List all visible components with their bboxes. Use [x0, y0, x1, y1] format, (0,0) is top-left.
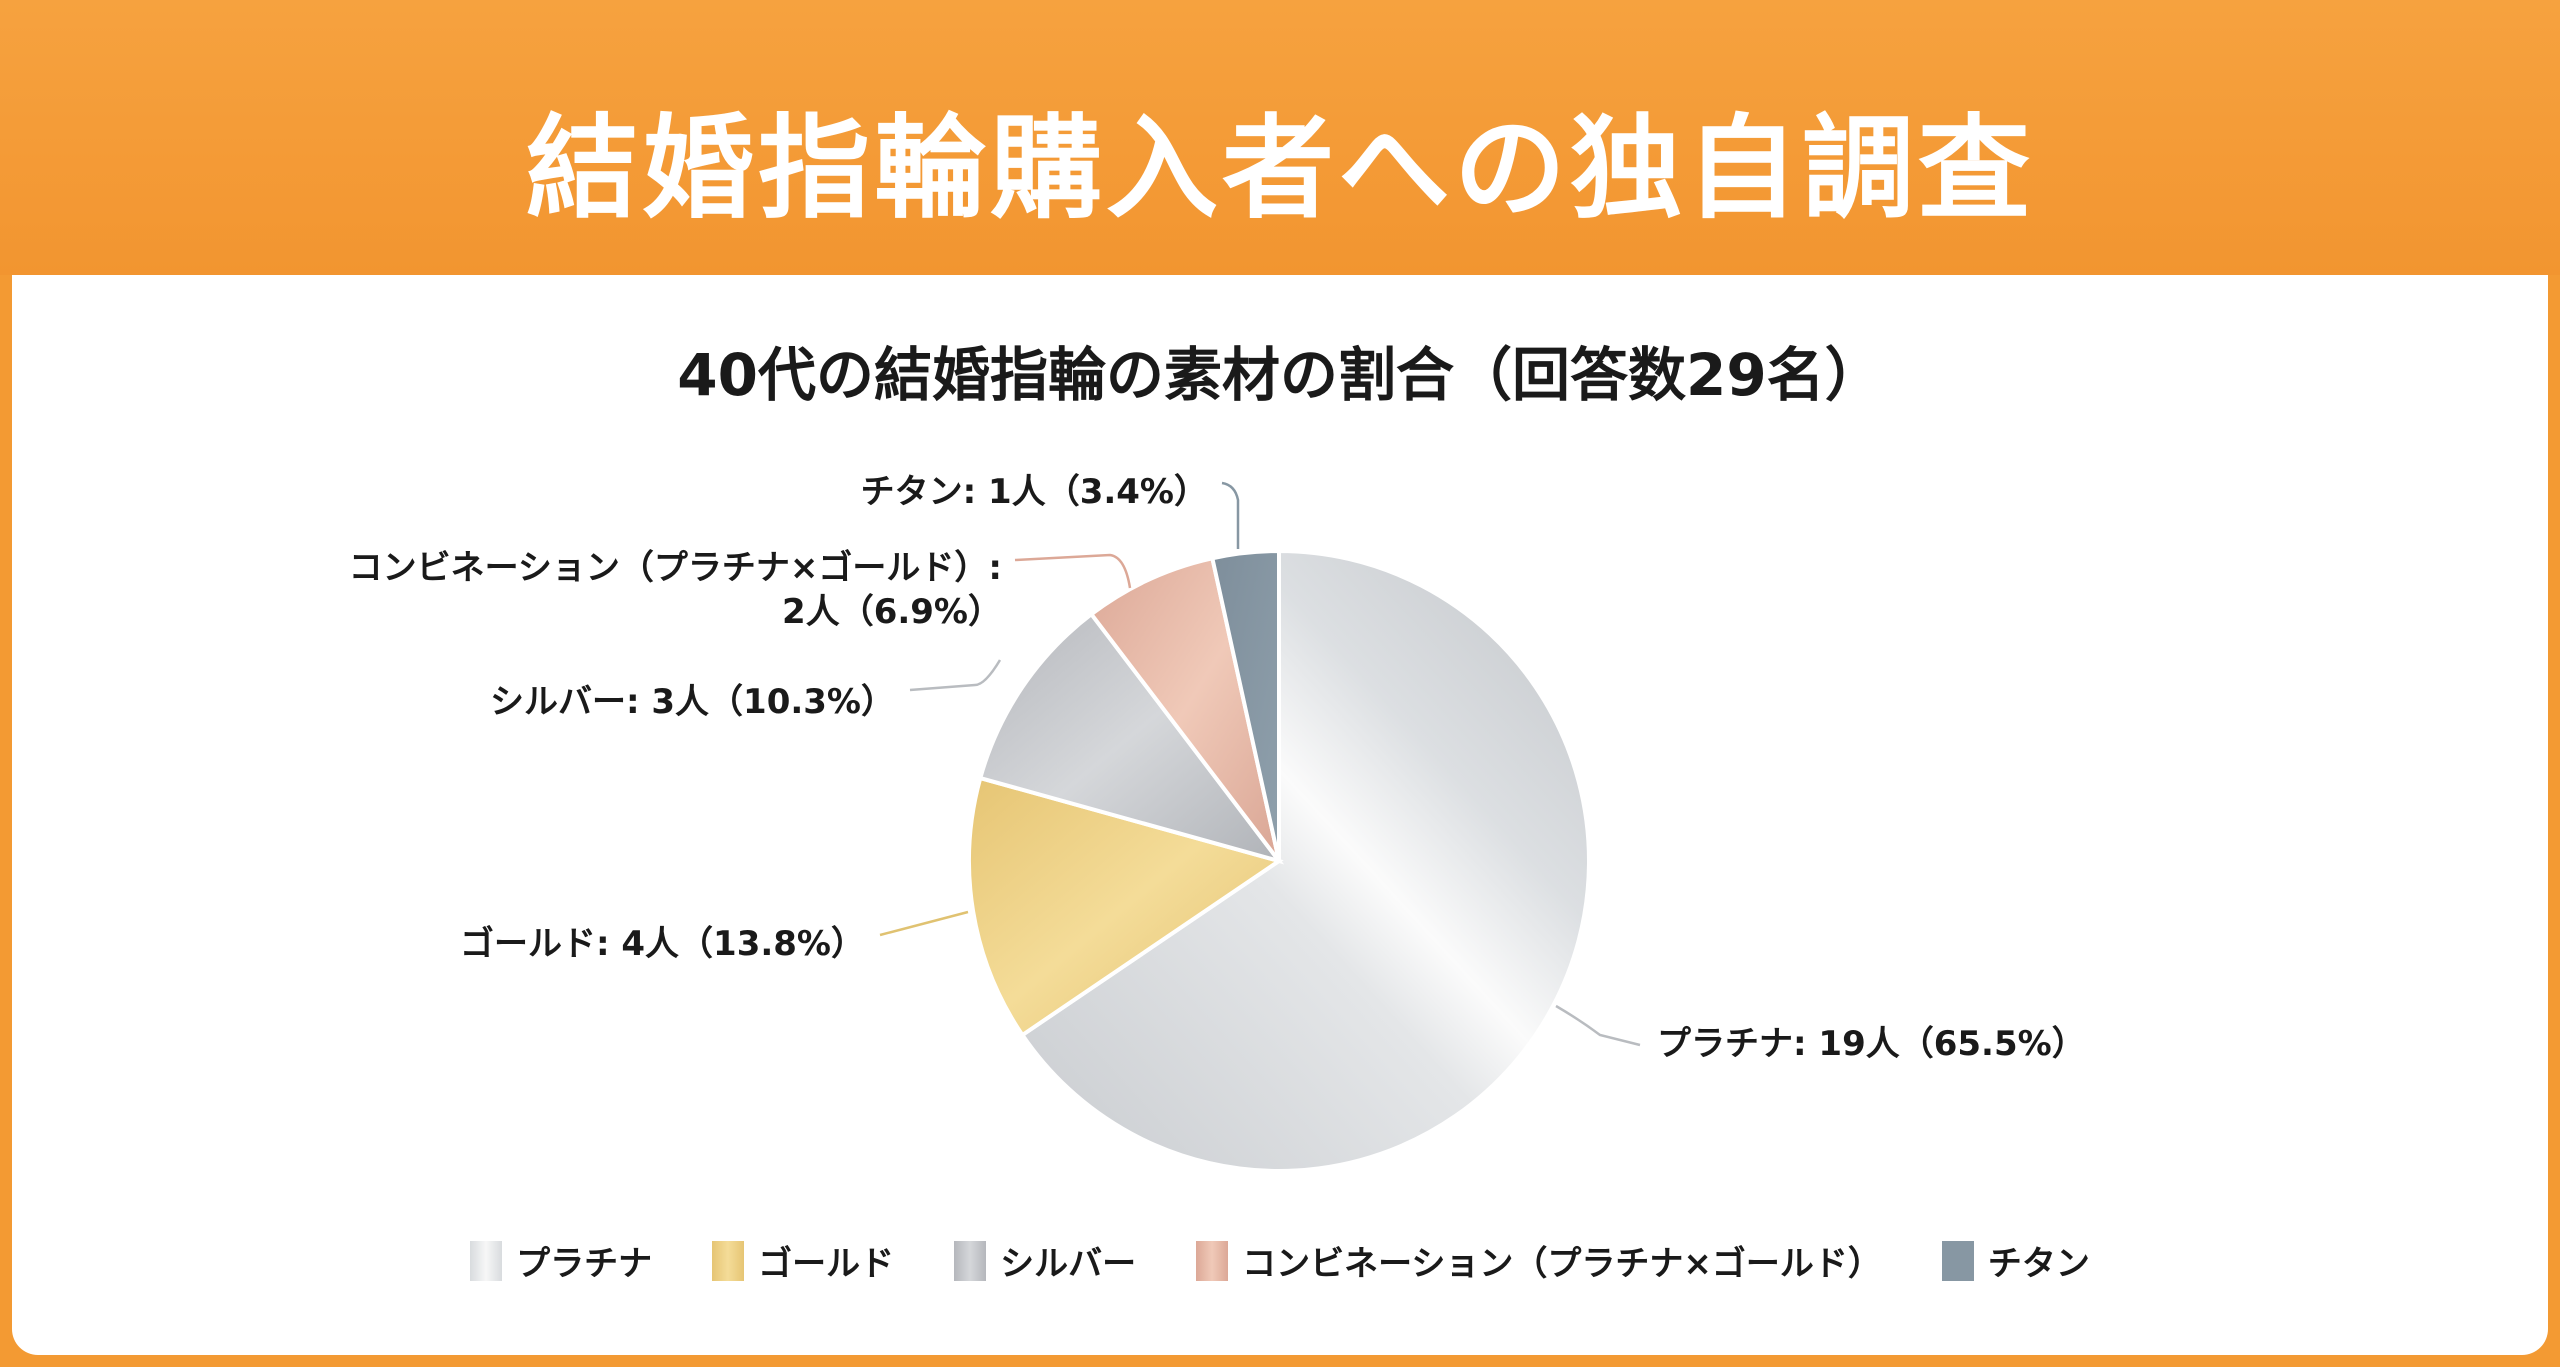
- label-silver: シルバー: 3人（10.3%）: [489, 682, 895, 722]
- legend-swatch-platinum: [470, 1240, 503, 1281]
- label-platinum: プラチナ: 19人（65.5%）: [1657, 1024, 2086, 1064]
- legend-label: プラチナ: [516, 1244, 653, 1284]
- legend-swatch-combination: [1196, 1240, 1229, 1281]
- leader-line-combination: [1014, 553, 1132, 589]
- legend-swatch-gold: [712, 1240, 745, 1281]
- legend-label: コンビネーション（プラチナ×ゴールド）: [1242, 1244, 1882, 1284]
- legend: プラチナ ゴールド シルバー コンビネーション（プラチナ×ゴールド） チタン: [0, 1236, 2560, 1285]
- pie-slice-platinum: [1019, 548, 1591, 1173]
- leader-line-silver: [909, 659, 1002, 692]
- legend-item-silver: シルバー: [954, 1236, 1136, 1285]
- pie-slice-gold: [967, 775, 1284, 1038]
- legend-swatch-titanium: [1941, 1240, 1974, 1281]
- leader-line-titanium: [1221, 481, 1240, 549]
- label-titanium: チタン: 1人（3.4%）: [860, 472, 1208, 512]
- label-gold: ゴールド: 4人（13.8%）: [459, 924, 865, 964]
- label-combination-line1: コンビネーション（プラチナ×ゴールド）:: [348, 548, 1002, 588]
- legend-label: ゴールド: [758, 1244, 895, 1284]
- chart-title: 40代の結婚指輪の素材の割合（回答数29名）: [677, 341, 1883, 409]
- pie-slice-titanium: [1209, 548, 1281, 862]
- legend-swatch-silver: [954, 1240, 987, 1281]
- pie-slice-combination: [1088, 555, 1281, 863]
- label-combination-line2: 2人（6.9%）: [782, 592, 1002, 633]
- legend-item-platinum: プラチナ: [470, 1236, 652, 1285]
- legend-label: チタン: [1987, 1244, 2090, 1284]
- legend-item-combination: コンビネーション（プラチナ×ゴールド）: [1196, 1236, 1882, 1285]
- legend-item-gold: ゴールド: [712, 1236, 894, 1285]
- leader-line-gold: [879, 910, 969, 937]
- page-title: 結婚指輪購入者への独自調査: [526, 104, 2034, 234]
- header-banner: 結婚指輪購入者への独自調査: [0, 0, 2560, 275]
- pie-slice-silver: [977, 611, 1285, 865]
- leader-line-platinum: [1555, 1004, 1641, 1047]
- label-combination: コンビネーション（プラチナ×ゴールド）: 2人（6.9%）: [349, 546, 1002, 634]
- legend-item-titanium: チタン: [1941, 1236, 2090, 1285]
- legend-label: シルバー: [1000, 1244, 1137, 1284]
